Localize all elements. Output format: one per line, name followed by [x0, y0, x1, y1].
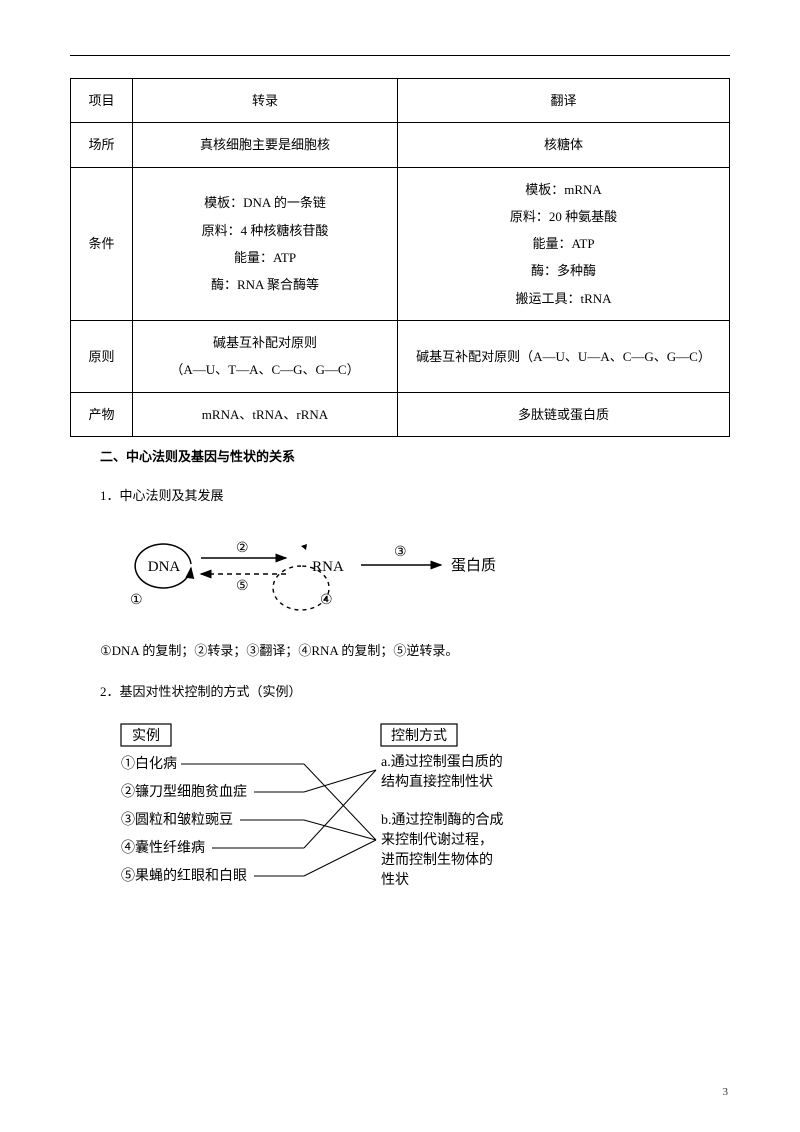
cond-right-4: 搬运工具：tRNA [404, 285, 723, 312]
cell-cond-label: 条件 [71, 167, 133, 320]
svg-text:③圆粒和皱粒豌豆: ③圆粒和皱粒豌豆 [121, 812, 233, 828]
svg-text:结构直接控制性状: 结构直接控制性状 [381, 773, 493, 790]
cond-right-0: 模板：mRNA [404, 176, 723, 203]
svg-text:RNA: RNA [312, 559, 344, 575]
svg-text:①白化病: ①白化病 [121, 756, 177, 772]
svg-text:来控制代谢过程，: 来控制代谢过程， [381, 832, 493, 848]
cell-prod-0: 产物 [71, 392, 133, 436]
svg-text:b.通过控制酶的合成: b.通过控制酶的合成 [381, 812, 504, 828]
cell-cond-right: 模板：mRNA 原料：20 种氨基酸 能量：ATP 酶：多种酶 搬运工具：tRN… [398, 167, 730, 320]
table-row: 项目 转录 翻译 [71, 79, 730, 123]
svg-text:a.通过控制蛋白质的: a.通过控制蛋白质的 [381, 754, 503, 770]
svg-text:④囊性纤维病: ④囊性纤维病 [121, 839, 205, 856]
section-2-title: 二、中心法则及基因与性状的关系 [70, 443, 730, 472]
table-row: 场所 真核细胞主要是细胞核 核糖体 [71, 123, 730, 167]
svg-text:②镰刀型细胞贫血症: ②镰刀型细胞贫血症 [121, 783, 247, 800]
gene-trait-diagram: 实例 控制方式 ①白化病 ②镰刀型细胞贫血症 ③圆粒和皱粒豌豆 ④囊性纤维病 ⑤… [106, 720, 730, 914]
point-1: 1．中心法则及其发展 [70, 482, 730, 511]
table-row: 原则 碱基互补配对原则 （A—U、T—A、C—G、G—C） 碱基互补配对原则（A… [71, 321, 730, 393]
comparison-table: 项目 转录 翻译 场所 真核细胞主要是细胞核 核糖体 条件 模板：DNA 的一条… [70, 78, 730, 437]
cond-right-3: 酶：多种酶 [404, 257, 723, 284]
cond-left-2: 能量：ATP [139, 244, 391, 271]
svg-text:③: ③ [394, 545, 407, 560]
top-horizontal-rule [70, 55, 730, 56]
cond-right-2: 能量：ATP [404, 230, 723, 257]
table-row: 产物 mRNA、tRNA、rRNA 多肽链或蛋白质 [71, 392, 730, 436]
cell-header-1: 转录 [133, 79, 398, 123]
cell-rule-2: 碱基互补配对原则（A—U、U—A、C—G、G—C） [398, 321, 730, 393]
cell-place-0: 场所 [71, 123, 133, 167]
cell-header-0: 项目 [71, 79, 133, 123]
svg-text:DNA: DNA [148, 559, 181, 575]
svg-text:性状: 性状 [381, 872, 409, 888]
cell-rule-1: 碱基互补配对原则 （A—U、T—A、C—G、G—C） [133, 321, 398, 393]
page-number: 3 [723, 1086, 729, 1098]
svg-text:实例: 实例 [132, 728, 160, 744]
cond-right-1: 原料：20 种氨基酸 [404, 203, 723, 230]
svg-text:蛋白质: 蛋白质 [451, 557, 496, 574]
svg-text:控制方式: 控制方式 [391, 728, 447, 744]
cell-cond-left: 模板：DNA 的一条链 原料：4 种核糖核苷酸 能量：ATP 酶：RNA 聚合酶… [133, 167, 398, 320]
cell-place-2: 核糖体 [398, 123, 730, 167]
svg-text:①: ① [130, 593, 143, 608]
cell-prod-1: mRNA、tRNA、rRNA [133, 392, 398, 436]
cell-header-2: 翻译 [398, 79, 730, 123]
cond-left-0: 模板：DNA 的一条链 [139, 189, 391, 216]
cond-left-1: 原料：4 种核糖核苷酸 [139, 217, 391, 244]
cell-rule-0: 原则 [71, 321, 133, 393]
cond-left-3: 酶：RNA 聚合酶等 [139, 271, 391, 298]
svg-text:进而控制生物体的: 进而控制生物体的 [381, 852, 493, 868]
svg-text:②: ② [236, 541, 249, 556]
svg-text:⑤果蝇的红眼和白眼: ⑤果蝇的红眼和白眼 [121, 868, 247, 884]
svg-text:⑤: ⑤ [236, 579, 249, 594]
table-row: 条件 模板：DNA 的一条链 原料：4 种核糖核苷酸 能量：ATP 酶：RNA … [71, 167, 730, 320]
cell-prod-2: 多肽链或蛋白质 [398, 392, 730, 436]
central-dogma-diagram: DNA ① ② ⑤ RNA ④ ③ 蛋白质 [106, 524, 730, 623]
svg-text:④: ④ [320, 593, 333, 608]
explain-1: ①DNA 的复制；②转录；③翻译；④RNA 的复制；⑤逆转录。 [70, 637, 730, 666]
point-2: 2．基因对性状控制的方式（实例） [70, 678, 730, 707]
cell-place-1: 真核细胞主要是细胞核 [133, 123, 398, 167]
